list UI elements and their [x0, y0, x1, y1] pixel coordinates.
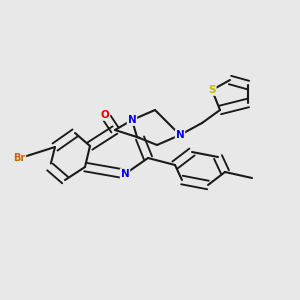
Text: O: O	[100, 110, 109, 120]
Text: N: N	[176, 130, 184, 140]
Text: N: N	[121, 169, 129, 179]
Text: Br: Br	[13, 153, 26, 163]
Text: N: N	[128, 115, 136, 125]
Text: S: S	[208, 85, 216, 95]
